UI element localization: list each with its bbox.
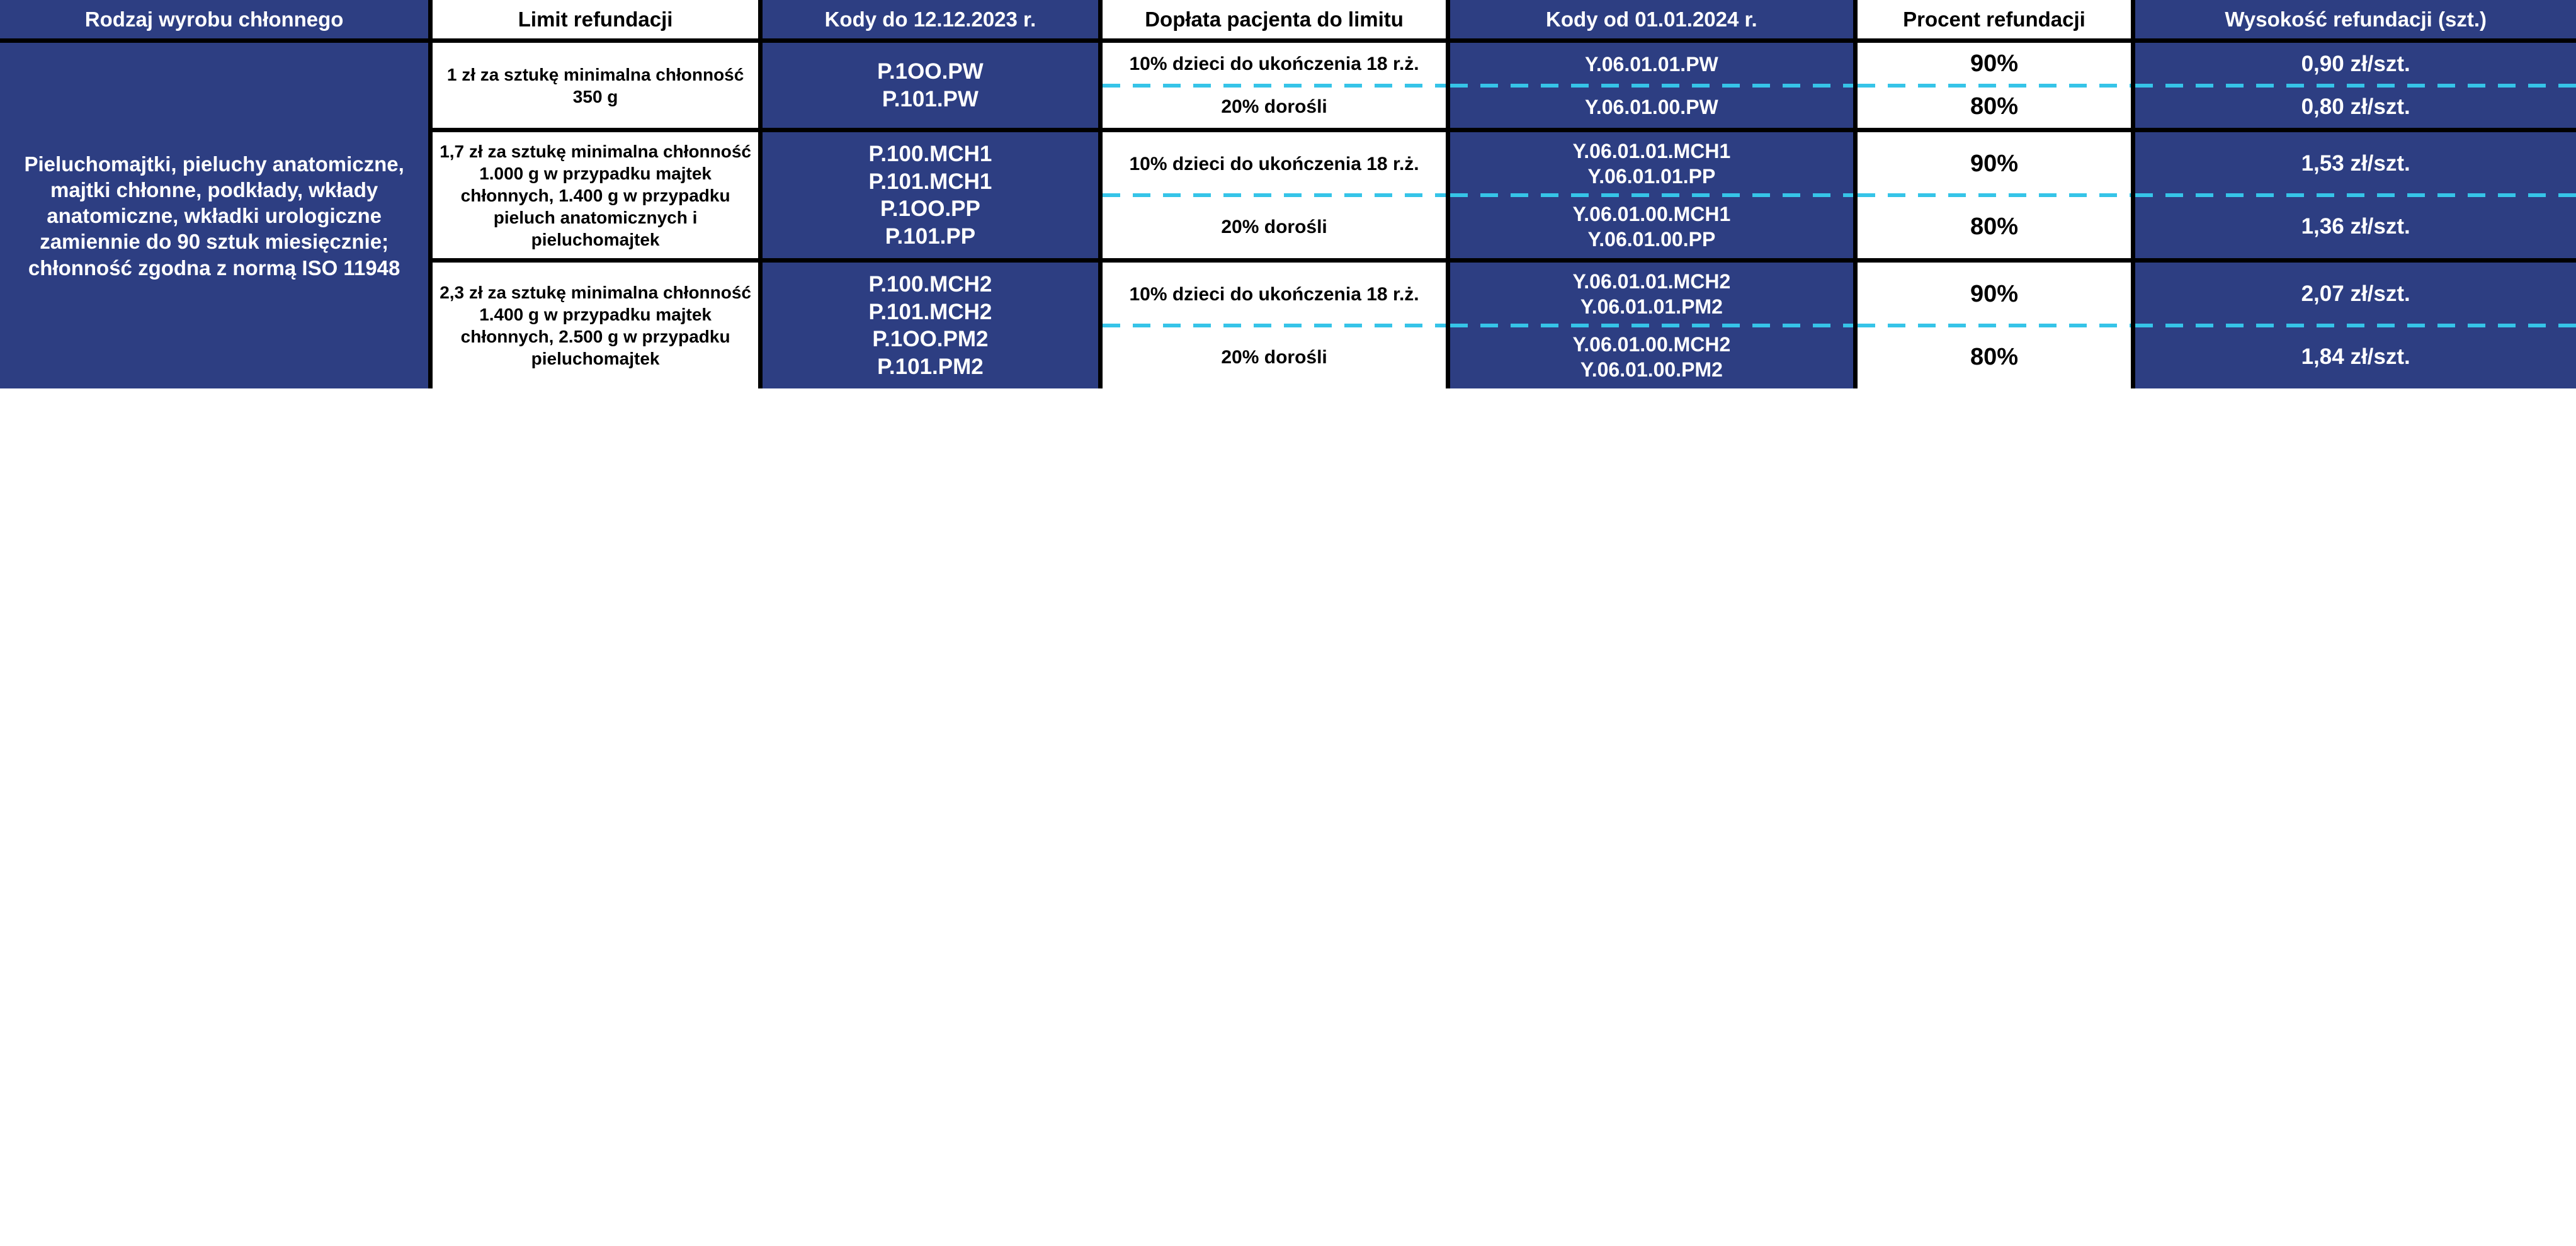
limit-g3: 2,3 zł za sztukę minimalna chłonność 1.4… [433,263,763,388]
codes-new-g3-r1: Y.06.01.01.MCH2 Y.06.01.01.PM2 [1450,263,1857,326]
code-old: P.100.MCH1 [868,140,992,168]
code-new: Y.06.01.01.PP [1572,164,1730,189]
limit-g2: 1,7 zł za sztukę minimalna chłonność 1.0… [433,132,763,263]
limit-g1: 1 zł za sztukę minimalna chłonność 350 g [433,43,763,132]
surcharge-g2-r2: 20% dorośli [1103,195,1450,263]
code-old: P.1OO.PM2 [868,326,992,353]
code-new: Y.06.01.00.PP [1572,227,1730,252]
code-old: P.101.MCH1 [868,168,992,196]
amount-g3-r1: 2,07 zł/szt. [2135,263,2576,326]
percent-g3-r1: 90% [1858,263,2136,326]
header-percent: Procent refundacji [1858,0,2136,43]
code-new: Y.06.01.01.PW [1585,52,1718,77]
codes-new-g2-r2: Y.06.01.00.MCH1 Y.06.01.00.PP [1450,195,1857,263]
code-old: P.1OO.PP [868,195,992,223]
code-new: Y.06.01.00.PW [1585,94,1718,120]
code-old: P.100.MCH2 [868,271,992,298]
code-new: Y.06.01.00.PM2 [1572,357,1730,382]
percent-g1-r1: 90% [1858,43,2136,86]
amount-g2-r2: 1,36 zł/szt. [2135,195,2576,263]
surcharge-g3-r2: 20% dorośli [1103,326,1450,388]
code-old: P.101.MCH2 [868,298,992,326]
surcharge-g1-r2: 20% dorośli [1103,86,1450,133]
codes-old-g2: P.100.MCH1 P.101.MCH1 P.1OO.PP P.101.PP [763,132,1103,263]
code-new: Y.06.01.01.MCH1 [1572,139,1730,164]
code-old: P.101.PM2 [868,353,992,381]
product-type: Pieluchomajtki, pieluchy anatomiczne, ma… [0,43,433,388]
header-amount: Wysokość refundacji (szt.) [2135,0,2576,43]
code-new: Y.06.01.00.MCH2 [1572,332,1730,357]
surcharge-g2-r1: 10% dzieci do ukończenia 18 r.ż. [1103,132,1450,195]
codes-old-g1: P.1OO.PW P.101.PW [763,43,1103,132]
surcharge-g3-r1: 10% dzieci do ukończenia 18 r.ż. [1103,263,1450,326]
code-new: Y.06.01.01.MCH2 [1572,269,1730,294]
surcharge-g1-r1: 10% dzieci do ukończenia 18 r.ż. [1103,43,1450,86]
percent-g3-r2: 80% [1858,326,2136,388]
codes-new-g1-r2: Y.06.01.00.PW [1450,86,1857,133]
percent-g2-r1: 90% [1858,132,2136,195]
code-new: Y.06.01.00.MCH1 [1572,201,1730,227]
amount-g1-r1: 0,90 zł/szt. [2135,43,2576,86]
amount-g1-r2: 0,80 zł/szt. [2135,86,2576,133]
header-surcharge: Dopłata pacjenta do limitu [1103,0,1450,43]
percent-g1-r2: 80% [1858,86,2136,133]
percent-g2-r2: 80% [1858,195,2136,263]
header-product-type: Rodzaj wyrobu chłonnego [0,0,433,43]
codes-new-g2-r1: Y.06.01.01.MCH1 Y.06.01.01.PP [1450,132,1857,195]
header-codes-new: Kody od 01.01.2024 r. [1450,0,1857,43]
codes-old-g3: P.100.MCH2 P.101.MCH2 P.1OO.PM2 P.101.PM… [763,263,1103,388]
code-old: P.101.PW [877,86,984,113]
amount-g3-r2: 1,84 zł/szt. [2135,326,2576,388]
codes-new-g1-r1: Y.06.01.01.PW [1450,43,1857,86]
codes-new-g3-r2: Y.06.01.00.MCH2 Y.06.01.00.PM2 [1450,326,1857,388]
header-codes-old: Kody do 12.12.2023 r. [763,0,1103,43]
code-new: Y.06.01.01.PM2 [1572,294,1730,319]
amount-g2-r1: 1,53 zł/szt. [2135,132,2576,195]
code-old: P.1OO.PW [877,58,984,86]
header-limit: Limit refundacji [433,0,763,43]
code-old: P.101.PP [868,223,992,251]
refund-table: Rodzaj wyrobu chłonnego Limit refundacji… [0,0,2576,388]
